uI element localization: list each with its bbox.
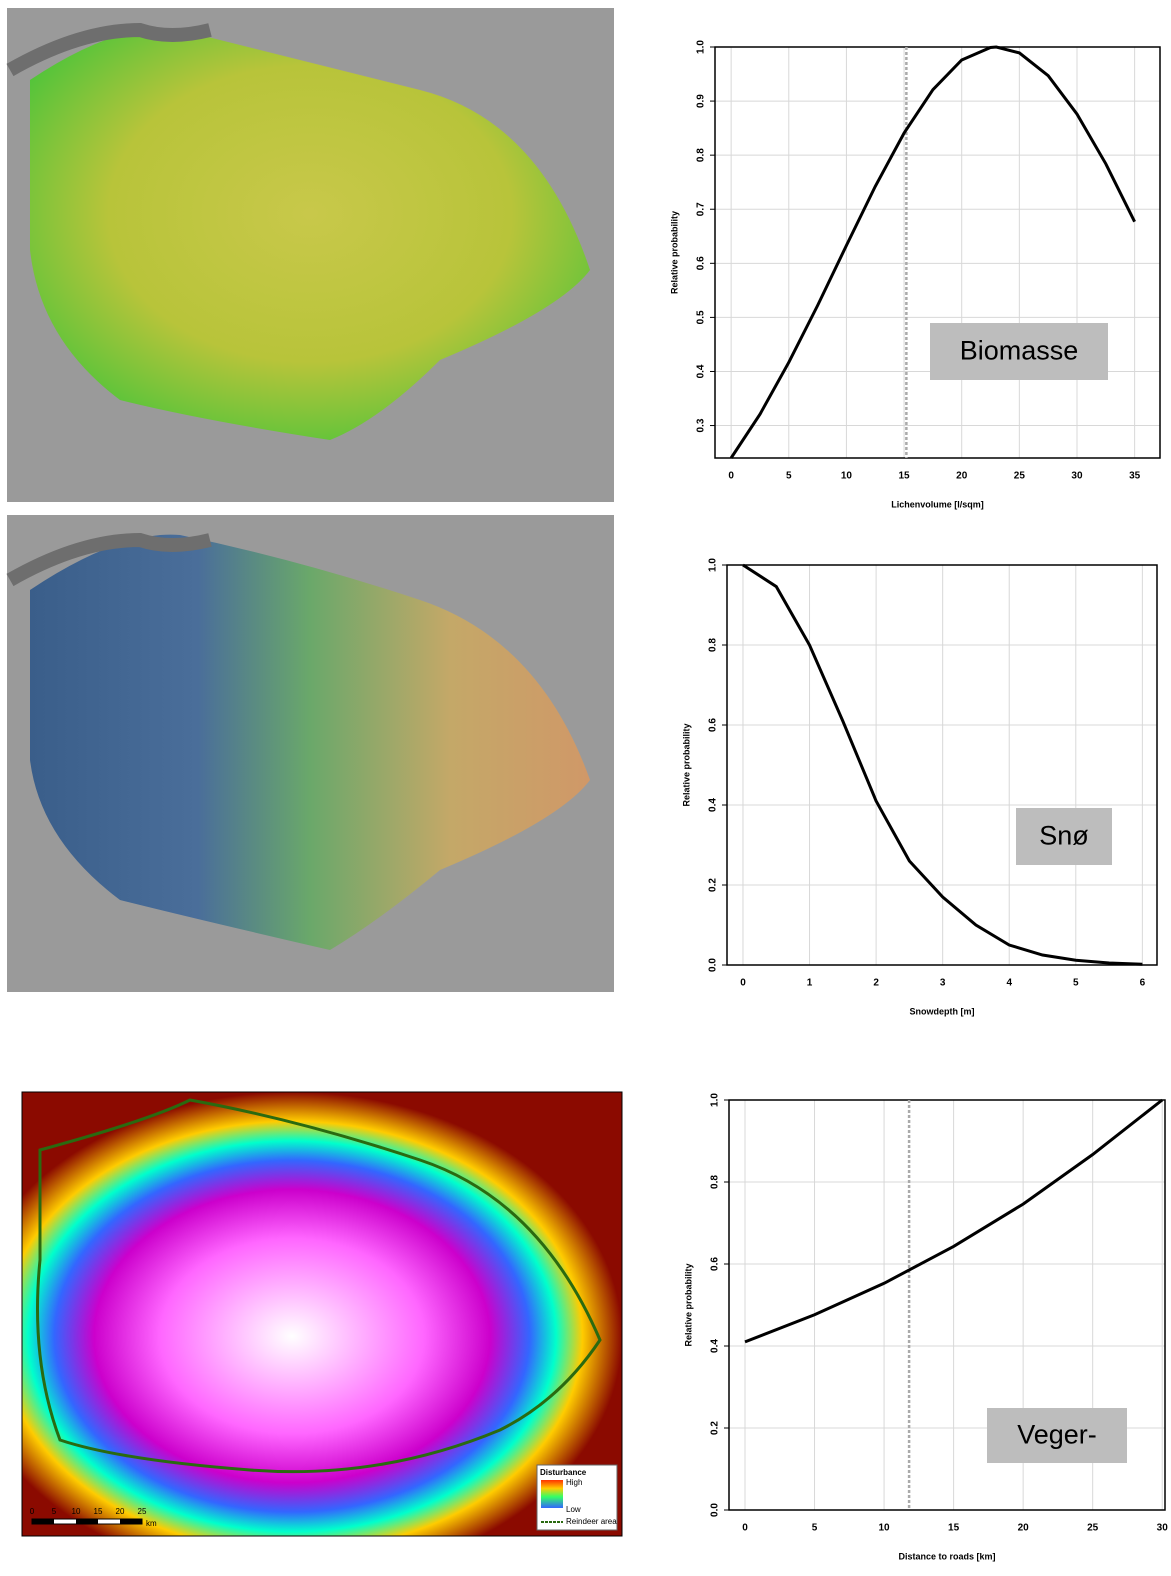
y-tick-label: 1.0: [708, 558, 719, 572]
legend-item: High: [566, 1478, 582, 1487]
legend-title: Disturbance: [540, 1468, 587, 1477]
scale-label: 5: [52, 1507, 57, 1516]
y-tick-label: 0.8: [710, 1175, 721, 1189]
x-axis-title: Snowdepth [m]: [910, 1006, 975, 1016]
x-tick-label: 15: [899, 471, 911, 482]
y-tick-label: 1.0: [696, 40, 707, 54]
y-tick-label: 0.4: [710, 1339, 721, 1353]
x-axis-title: Lichenvolume [l/sqm]: [891, 499, 984, 509]
x-tick-label: 30: [1157, 1523, 1169, 1534]
x-tick-label: 20: [956, 471, 968, 482]
chart-label: Snø: [1039, 821, 1089, 851]
x-tick-label: 35: [1129, 471, 1141, 482]
map-disturbance: Disturbance High Low Reindeer area 0 5 1…: [22, 1092, 622, 1536]
x-tick-label: 1: [807, 978, 813, 989]
x-tick-label: 5: [786, 471, 792, 482]
scale-unit: km: [146, 1519, 157, 1528]
legend-item: Low: [566, 1505, 581, 1514]
map-biomass: [7, 8, 614, 502]
x-tick-label: 5: [812, 1523, 818, 1534]
page: Disturbance High Low Reindeer area 0 5 1…: [0, 0, 1171, 1571]
x-tick-label: 0: [728, 471, 734, 482]
x-tick-label: 25: [1014, 471, 1026, 482]
chart-label: Veger-: [1017, 1420, 1097, 1450]
y-tick-label: 0.4: [708, 798, 719, 812]
y-axis-title: Relative probability: [669, 211, 679, 294]
y-tick-label: 0.8: [708, 638, 719, 652]
x-axis-title: Distance to roads [km]: [898, 1551, 995, 1561]
x-tick-label: 0: [742, 1523, 748, 1534]
y-tick-label: 0.2: [708, 878, 719, 892]
y-tick-label: 0.6: [696, 256, 707, 270]
chart-label: Biomasse: [960, 336, 1079, 366]
legend-item: Reindeer area: [566, 1517, 617, 1526]
x-tick-label: 25: [1087, 1523, 1099, 1534]
y-tick-label: 0.9: [696, 94, 707, 108]
y-tick-label: 0.5: [696, 310, 707, 324]
map-snow: [7, 515, 614, 992]
x-tick-label: 2: [873, 978, 879, 989]
y-tick-label: 0.0: [710, 1503, 721, 1517]
x-tick-label: 10: [879, 1523, 891, 1534]
scale-label: 25: [138, 1507, 147, 1516]
scale-label: 15: [94, 1507, 103, 1516]
y-tick-label: 0.4: [696, 364, 707, 378]
y-tick-label: 0.6: [710, 1257, 721, 1271]
y-axis-title: Relative probability: [681, 723, 691, 806]
x-tick-label: 0: [740, 978, 746, 989]
x-tick-label: 4: [1006, 978, 1012, 989]
y-tick-label: 0.6: [708, 718, 719, 732]
x-tick-label: 20: [1018, 1523, 1030, 1534]
scale-label: 20: [116, 1507, 125, 1516]
y-tick-label: 0.3: [696, 418, 707, 432]
y-tick-label: 0.0: [708, 958, 719, 972]
scale-label: 10: [72, 1507, 81, 1516]
x-tick-label: 30: [1071, 471, 1083, 482]
y-tick-label: 0.7: [696, 202, 707, 216]
x-tick-label: 6: [1140, 978, 1146, 989]
plot-frame: [715, 47, 1160, 458]
scale-label: 0: [30, 1507, 35, 1516]
y-axis-title: Relative probability: [683, 1263, 693, 1346]
plot-frame: [727, 565, 1157, 965]
x-tick-label: 5: [1073, 978, 1079, 989]
y-tick-label: 0.8: [696, 148, 707, 162]
data-line: [731, 47, 1135, 458]
y-tick-label: 0.2: [710, 1421, 721, 1435]
x-tick-label: 10: [841, 471, 853, 482]
x-tick-label: 3: [940, 978, 946, 989]
x-tick-label: 15: [948, 1523, 960, 1534]
y-tick-label: 1.0: [710, 1093, 721, 1107]
